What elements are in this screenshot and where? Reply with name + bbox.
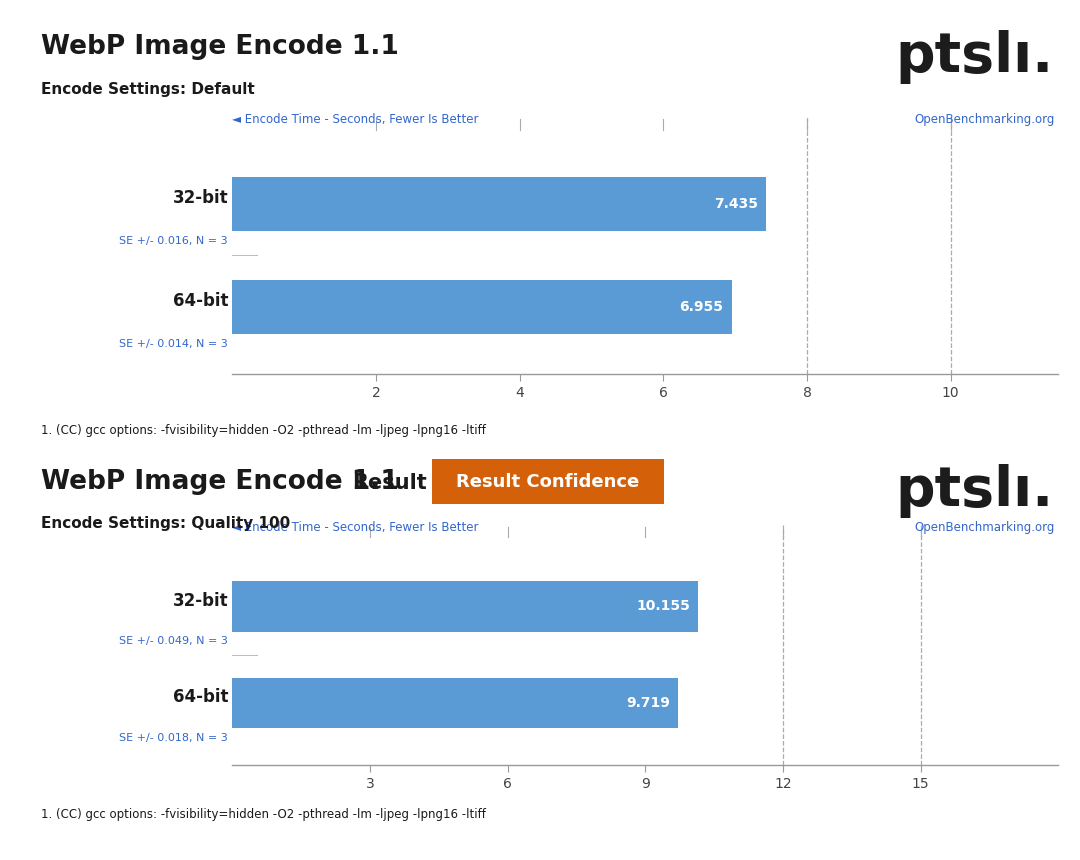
- Text: 9.719: 9.719: [626, 696, 670, 709]
- Text: WebP Image Encode 1.1: WebP Image Encode 1.1: [41, 469, 399, 494]
- Text: OpenBenchmarking.org: OpenBenchmarking.org: [914, 521, 1054, 534]
- Text: 32-bit: 32-bit: [173, 592, 228, 610]
- Text: Result Confidence: Result Confidence: [457, 473, 639, 490]
- Text: 7.435: 7.435: [714, 197, 758, 211]
- Text: ◄ Encode Time - Seconds, Fewer Is Better: ◄ Encode Time - Seconds, Fewer Is Better: [232, 521, 478, 534]
- Text: ptslı.: ptslı.: [895, 464, 1053, 519]
- Text: 32-bit: 32-bit: [173, 188, 228, 206]
- Text: WebP Image Encode 1.1: WebP Image Encode 1.1: [41, 34, 399, 60]
- Text: 10.155: 10.155: [636, 599, 690, 613]
- Text: 1. (CC) gcc options: -fvisibility=hidden -O2 -pthread -lm -ljpeg -lpng16 -ltiff: 1. (CC) gcc options: -fvisibility=hidden…: [41, 808, 486, 821]
- Text: 64-bit: 64-bit: [173, 292, 228, 310]
- Text: SE +/- 0.014, N = 3: SE +/- 0.014, N = 3: [119, 339, 228, 349]
- Text: ◄ Encode Time - Seconds, Fewer Is Better: ◄ Encode Time - Seconds, Fewer Is Better: [232, 113, 478, 126]
- Bar: [232, 280, 732, 334]
- Bar: [232, 581, 699, 631]
- Text: Encode Settings: Default: Encode Settings: Default: [41, 82, 255, 96]
- Text: 6.955: 6.955: [679, 300, 724, 314]
- Text: SE +/- 0.016, N = 3: SE +/- 0.016, N = 3: [120, 236, 228, 246]
- Text: OpenBenchmarking.org: OpenBenchmarking.org: [914, 113, 1054, 126]
- Text: Result: Result: [352, 473, 427, 494]
- Text: SE +/- 0.018, N = 3: SE +/- 0.018, N = 3: [119, 733, 228, 743]
- Text: 64-bit: 64-bit: [173, 688, 228, 706]
- Bar: [232, 678, 678, 728]
- Text: 1. (CC) gcc options: -fvisibility=hidden -O2 -pthread -lm -ljpeg -lpng16 -ltiff: 1. (CC) gcc options: -fvisibility=hidden…: [41, 424, 486, 437]
- Text: ptslı.: ptslı.: [895, 30, 1053, 84]
- Text: SE +/- 0.049, N = 3: SE +/- 0.049, N = 3: [119, 636, 228, 647]
- Bar: [232, 177, 767, 230]
- Text: Encode Settings: Quality 100: Encode Settings: Quality 100: [41, 516, 291, 531]
